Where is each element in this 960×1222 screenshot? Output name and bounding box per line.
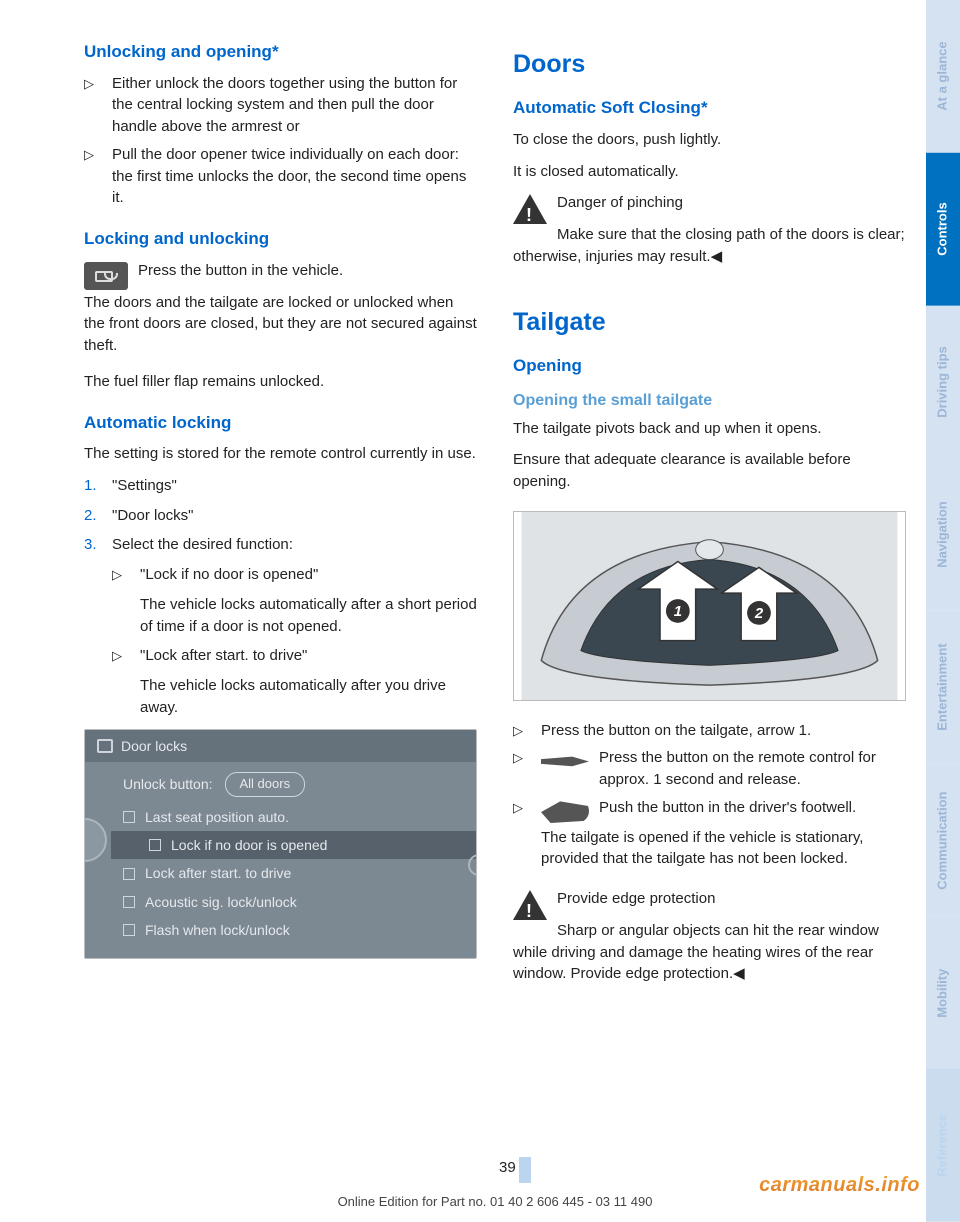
- menu-row: Acoustic sig. lock/unlock: [145, 892, 297, 912]
- body-text: Ensure that adequate clearance is availa…: [513, 449, 906, 493]
- body-text: The tailgate pivots back and up when it …: [513, 418, 906, 440]
- menu-row: Flash when lock/unlock: [145, 920, 290, 940]
- svg-text:2: 2: [754, 606, 764, 622]
- warning-block: Danger of pinching Make sure that the cl…: [513, 192, 906, 277]
- warning-icon: [513, 194, 547, 224]
- idrive-knob-icon: [84, 818, 107, 862]
- section-tab[interactable]: Navigation: [926, 458, 960, 611]
- lock-block: Press the button in the vehicle. The doo…: [84, 260, 477, 367]
- body-text: It is closed automatically.: [513, 161, 906, 183]
- remote-key-icon: [541, 749, 589, 773]
- warning-title: Provide edge protection: [513, 888, 906, 910]
- section-tab[interactable]: Reference: [926, 1069, 960, 1222]
- triangle-icon: ▷: [84, 144, 112, 209]
- body-text: The fuel filler flap remains unlocked.: [84, 371, 477, 393]
- step-text: Select the desired function:: [112, 534, 293, 556]
- step-number: 1.: [84, 475, 112, 497]
- heading-unlocking: Unlocking and opening*: [84, 40, 477, 65]
- list-item: Either unlock the doors together using t…: [112, 73, 477, 138]
- step-text: "Door locks": [112, 505, 194, 527]
- triangle-icon: ▷: [84, 73, 112, 138]
- warning-icon: [513, 890, 547, 920]
- checkbox-icon: [123, 811, 135, 823]
- menu-row: Last seat position auto.: [145, 807, 289, 827]
- section-tab[interactable]: Driving tips: [926, 306, 960, 459]
- sub-title: "Lock after start. to drive": [140, 645, 307, 667]
- sub-desc: The vehicle locks automatically after a …: [140, 594, 477, 638]
- checkbox-icon: [149, 839, 161, 851]
- section-tab[interactable]: At a glance: [926, 0, 960, 153]
- triangle-icon: ▷: [112, 564, 140, 586]
- body-text: The doors and the tailgate are locked or…: [84, 292, 477, 357]
- left-column: Unlocking and opening* ▷Either unlock th…: [84, 40, 477, 1139]
- warning-block: Provide edge protection Sharp or angular…: [513, 888, 906, 995]
- steps-list: 1."Settings" 2."Door locks" 3.Select the…: [84, 475, 477, 556]
- door-locks-screenshot: Door locks Unlock button: All doors Last…: [84, 729, 477, 960]
- car-side-icon: [541, 799, 589, 823]
- warning-body: Make sure that the closing path of the d…: [513, 224, 906, 268]
- heading-opening: Opening: [513, 354, 906, 379]
- list-item: Press the button on the remote control f…: [599, 749, 876, 788]
- list-item: Pull the door opener twice individually …: [112, 144, 477, 209]
- tailgate-steps: ▷Press the button on the tailgate, arrow…: [513, 720, 906, 881]
- section-tab[interactable]: Mobility: [926, 917, 960, 1070]
- triangle-icon: ▷: [513, 720, 541, 742]
- step-number: 3.: [84, 534, 112, 556]
- checkbox-icon: [123, 868, 135, 880]
- page-number: 39: [499, 1157, 516, 1179]
- substeps: ▷"Lock after start. to drive": [112, 645, 477, 667]
- menu-row: Lock after start. to drive: [145, 863, 291, 883]
- step-number: 2.: [84, 505, 112, 527]
- menu-value: All doors: [225, 772, 306, 797]
- heading-doors: Doors: [513, 46, 906, 82]
- step-text: "Settings": [112, 475, 177, 497]
- menu-label: Unlock button:: [123, 774, 213, 794]
- menu-title: Door locks: [121, 736, 187, 756]
- heading-lockunlock: Locking and unlocking: [84, 227, 477, 252]
- body-text: To close the doors, push lightly.: [513, 129, 906, 151]
- svg-text:1: 1: [674, 604, 682, 620]
- right-column: Doors Automatic Soft Closing* To close t…: [513, 40, 906, 1139]
- section-tabs: At a glanceControlsDriving tipsNavigatio…: [926, 0, 960, 1222]
- tailgate-illustration: 1 2: [513, 511, 906, 701]
- knob-icon: [468, 854, 477, 876]
- list-item: Press the button on the tailgate, arrow …: [541, 720, 811, 742]
- lock-button-icon: [84, 262, 128, 290]
- heading-autolock: Automatic locking: [84, 411, 477, 436]
- watermark: carmanuals.info: [759, 1171, 920, 1200]
- heading-small-tailgate: Opening the small tailgate: [513, 389, 906, 412]
- heading-tailgate: Tailgate: [513, 304, 906, 340]
- triangle-icon: ▷: [112, 645, 140, 667]
- body-text: The tailgate is opened if the vehicle is…: [541, 827, 906, 871]
- page-number-bar: [519, 1157, 531, 1183]
- menu-row: Lock if no door is opened: [171, 835, 327, 855]
- triangle-icon: ▷: [513, 747, 541, 791]
- checkbox-icon: [123, 924, 135, 936]
- sub-title: "Lock if no door is opened": [140, 564, 318, 586]
- section-tab[interactable]: Communication: [926, 764, 960, 917]
- sub-desc: The vehicle locks automatically after yo…: [140, 675, 477, 719]
- menu-icon: [97, 739, 113, 753]
- warning-body: Sharp or angular objects can hit the rea…: [513, 920, 906, 985]
- body-text: The setting is stored for the remote con…: [84, 443, 477, 465]
- unlock-list: ▷Either unlock the doors together using …: [84, 73, 477, 210]
- list-item: Push the button in the driver's footwell…: [599, 799, 856, 816]
- body-text: Press the button in the vehicle.: [84, 260, 477, 282]
- warning-title: Danger of pinching: [513, 192, 906, 214]
- checkbox-icon: [123, 896, 135, 908]
- substeps: ▷"Lock if no door is opened": [112, 564, 477, 586]
- heading-softclose: Automatic Soft Closing*: [513, 96, 906, 121]
- triangle-icon: ▷: [513, 797, 541, 880]
- section-tab[interactable]: Entertainment: [926, 611, 960, 764]
- section-tab[interactable]: Controls: [926, 153, 960, 306]
